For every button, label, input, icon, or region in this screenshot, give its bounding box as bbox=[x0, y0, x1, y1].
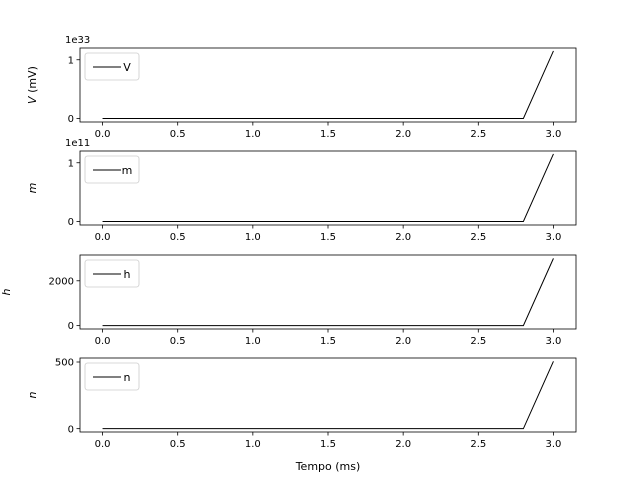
y-tick-label: 500 bbox=[55, 358, 74, 369]
legend: V bbox=[84, 52, 140, 81]
series-line-m bbox=[102, 153, 554, 222]
x-tick-label: 3.0 bbox=[546, 129, 562, 140]
y-tick-label: 0 bbox=[68, 114, 74, 125]
y-tick-label: 0 bbox=[68, 217, 74, 228]
x-tick-label: 2.0 bbox=[395, 129, 411, 140]
x-tick-label: 0.0 bbox=[95, 336, 111, 347]
x-tick-label: 1.0 bbox=[245, 336, 261, 347]
x-tick-label: 2.5 bbox=[470, 336, 486, 347]
x-tick-label: 3.0 bbox=[546, 336, 562, 347]
series-line-h bbox=[102, 258, 554, 327]
y-axis-label-symbol: n bbox=[26, 391, 39, 398]
y-axis-label-symbol: V bbox=[26, 95, 39, 104]
y-axis-label: h bbox=[0, 288, 13, 295]
subplot-n: 0.0 0.5 1.0 1.5 2.0 2.5 3.0 0 500 n n Tempo (ms) bbox=[26, 357, 577, 473]
x-tick-label: 1.0 bbox=[245, 129, 261, 140]
legend: h bbox=[84, 259, 140, 288]
x-tick-label: 0.0 bbox=[95, 439, 111, 450]
y-axis-label-symbol: h bbox=[0, 288, 13, 295]
x-tick-label: 3.0 bbox=[546, 232, 562, 243]
legend: n bbox=[84, 362, 140, 391]
x-tick-label: 0.5 bbox=[170, 336, 186, 347]
x-tick-label: 2.0 bbox=[395, 439, 411, 450]
x-tick-label: 1.5 bbox=[320, 129, 336, 140]
legend-label: n bbox=[124, 371, 131, 384]
x-tick-label: 1.0 bbox=[245, 232, 261, 243]
legend-label: V bbox=[123, 61, 131, 74]
series-line-V bbox=[102, 50, 554, 119]
legend-label: m bbox=[122, 164, 133, 177]
y-tick-label: 1 bbox=[68, 55, 74, 66]
subplot-h: 0.0 0.5 1.0 1.5 2.0 2.5 3.0 0 2000 h h bbox=[0, 254, 577, 347]
x-tick-label: 0.0 bbox=[95, 232, 111, 243]
x-tick-label: 2.5 bbox=[470, 232, 486, 243]
x-tick-label: 0.5 bbox=[170, 232, 186, 243]
x-tick-label: 2.0 bbox=[395, 232, 411, 243]
y-axis-label: V (mV) bbox=[26, 66, 39, 104]
series-line-n bbox=[102, 361, 554, 430]
x-tick-label: 2.0 bbox=[395, 336, 411, 347]
axis-offset-text: 1e33 bbox=[65, 35, 90, 46]
x-tick-label: 0.5 bbox=[170, 439, 186, 450]
x-axis-label: Tempo (ms) bbox=[295, 460, 361, 473]
x-tick-label: 3.0 bbox=[546, 439, 562, 450]
y-tick-label: 0 bbox=[68, 321, 74, 332]
x-tick-label: 0.5 bbox=[170, 129, 186, 140]
x-tick-label: 1.5 bbox=[320, 439, 336, 450]
subplot-m: 0.0 0.5 1.0 1.5 2.0 2.5 3.0 0 1 1e11 m m bbox=[26, 138, 577, 243]
legend: m bbox=[84, 155, 140, 184]
y-tick-label: 2000 bbox=[49, 276, 74, 287]
x-tick-label: 2.5 bbox=[470, 129, 486, 140]
x-tick-label: 1.5 bbox=[320, 232, 336, 243]
y-axis-label: m bbox=[26, 183, 39, 194]
y-axis-label-unit: (mV) bbox=[26, 66, 39, 96]
y-tick-label: 0 bbox=[68, 424, 74, 435]
x-tick-label: 1.5 bbox=[320, 336, 336, 347]
x-tick-label: 0.0 bbox=[95, 129, 111, 140]
y-axis-label-symbol: m bbox=[26, 183, 39, 194]
x-tick-label: 2.5 bbox=[470, 439, 486, 450]
legend-label: h bbox=[124, 268, 131, 281]
y-tick-label: 1 bbox=[68, 158, 74, 169]
y-axis-label: n bbox=[26, 391, 39, 398]
x-tick-label: 1.0 bbox=[245, 439, 261, 450]
axis-offset-text: 1e11 bbox=[65, 138, 90, 149]
